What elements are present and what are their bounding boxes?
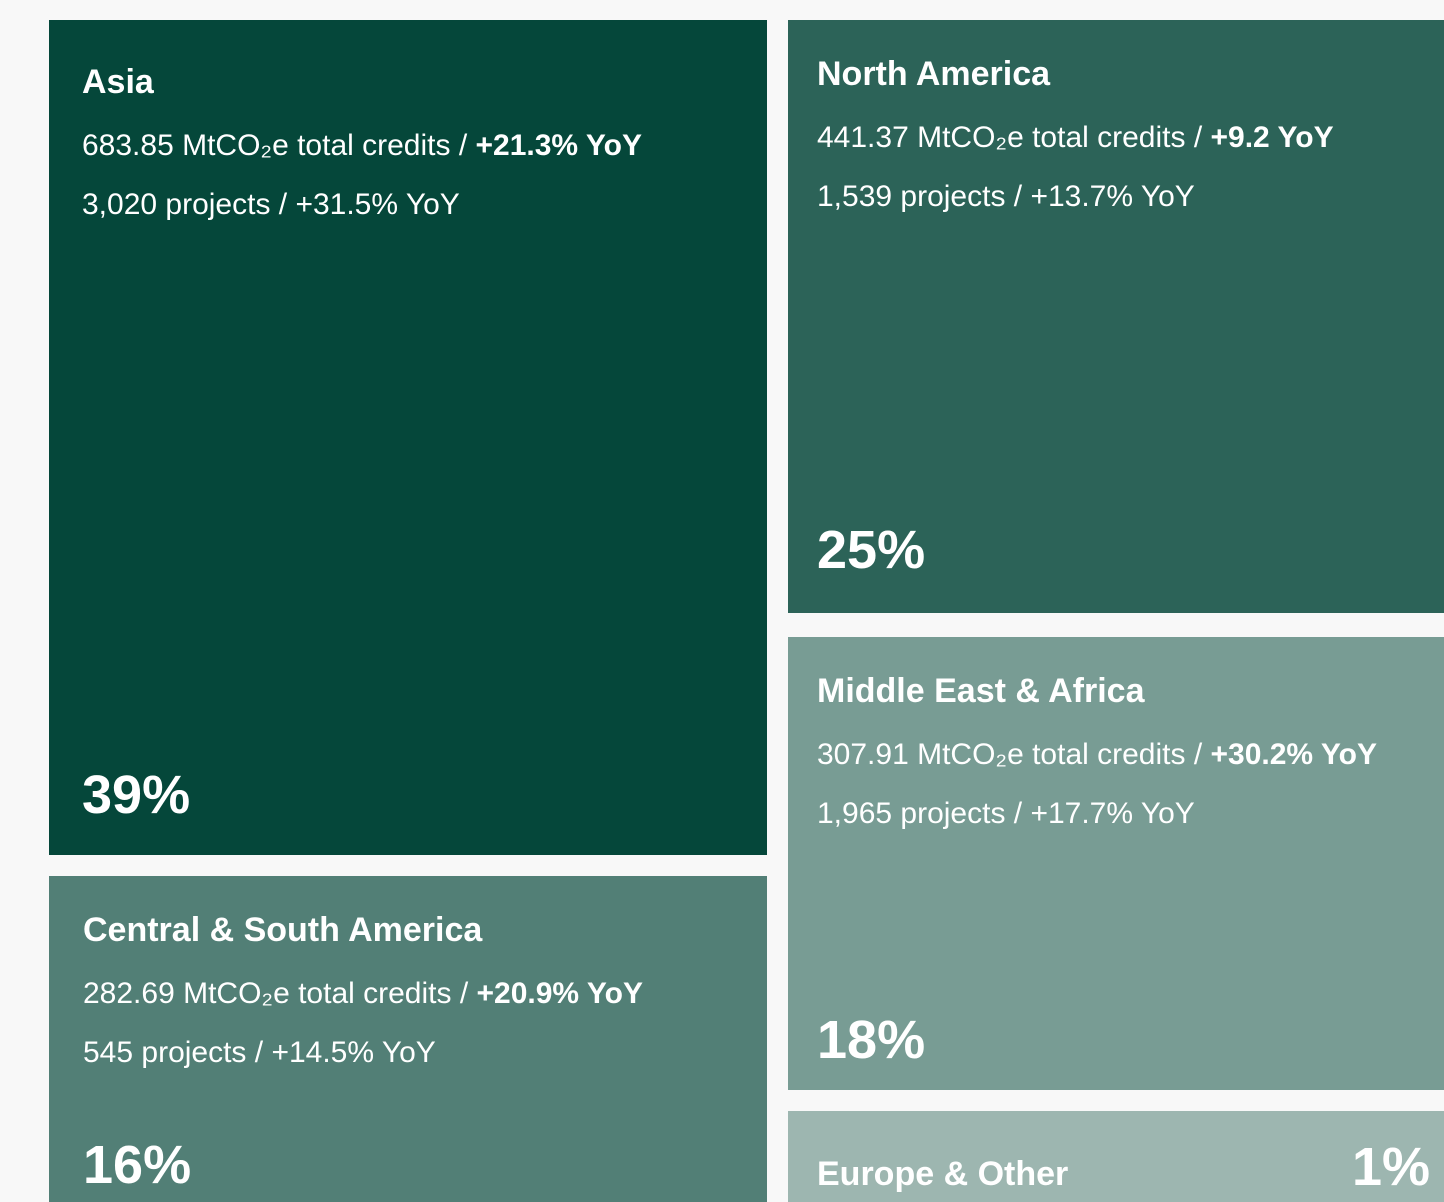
region-share: 25% xyxy=(817,520,926,580)
region-share: 16% xyxy=(83,1135,192,1195)
region-name: Europe & Other xyxy=(817,1155,1069,1193)
projects-line: 545 projects / +14.5% YoY xyxy=(83,1036,436,1069)
region-tile: Asia 683.85 MtCO₂e total credits / +21.3%… xyxy=(49,20,767,855)
projects-line: 1,539 projects / +13.7% YoY xyxy=(817,180,1195,213)
region-tile: Central & South America 282.69 MtCO₂e tot… xyxy=(49,876,767,1202)
region-tile: North America 441.37 MtCO₂e total credits… xyxy=(788,20,1444,613)
credits-line: 441.37 MtCO₂e total credits / +9.2 YoY xyxy=(817,123,1334,153)
region-name: North America xyxy=(817,55,1051,93)
credits-yoy: +20.9% YoY xyxy=(476,977,644,1010)
credits-yoy: +9.2 YoY xyxy=(1210,121,1334,154)
credits-text: 307.91 MtCO₂e total credits / xyxy=(817,738,1203,771)
credits-line: 282.69 MtCO₂e total credits / +20.9% YoY xyxy=(83,979,643,1009)
credits-text: 441.37 MtCO₂e total credits / xyxy=(817,121,1203,154)
region-name: Middle East & Africa xyxy=(817,672,1145,710)
region-share: 1% xyxy=(1351,1137,1430,1197)
credits-yoy: +30.2% YoY xyxy=(1210,738,1378,771)
region-share: 39% xyxy=(82,765,191,825)
credits-line: 307.91 MtCO₂e total credits / +30.2% YoY xyxy=(817,740,1377,770)
projects-line: 1,965 projects / +17.7% YoY xyxy=(817,797,1195,830)
region-name: Central & South America xyxy=(83,911,483,949)
credits-line: 683.85 MtCO₂e total credits / +21.3% YoY xyxy=(82,131,642,161)
region-tile: Middle East & Africa 307.91 MtCO₂e total … xyxy=(788,637,1444,1090)
credits-yoy: +21.3% YoY xyxy=(475,129,643,162)
region-name: Asia xyxy=(82,63,154,101)
projects-line: 3,020 projects / +31.5% YoY xyxy=(82,188,460,221)
credits-text: 282.69 MtCO₂e total credits / xyxy=(83,977,469,1010)
region-tile: Europe & Other 1% xyxy=(788,1111,1444,1202)
credits-text: 683.85 MtCO₂e total credits / xyxy=(82,129,468,162)
region-share: 18% xyxy=(817,1010,926,1070)
